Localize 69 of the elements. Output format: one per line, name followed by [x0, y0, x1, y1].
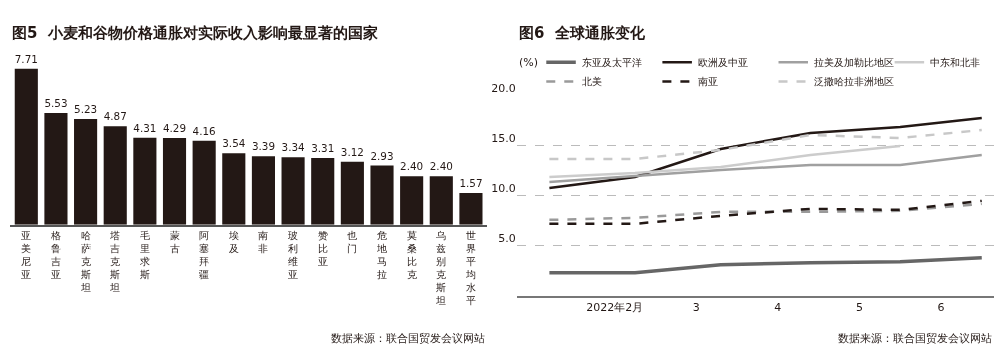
x-tick-label: 3 [692, 300, 700, 314]
x-tick-label: 亚美尼亚 [21, 229, 32, 280]
chart-title: 图6 全球通胀变化 [519, 24, 646, 42]
legend-label: 南亚 [698, 76, 718, 87]
data-label: 7.71 [14, 53, 38, 66]
y-tick-label: 20.0 [491, 82, 516, 96]
bar [74, 119, 98, 225]
x-tick-label: 哈萨克斯坦 [79, 229, 91, 293]
chart-title: 图5 小麦和谷物价格通胀对实际收入影响最显著的国家 [12, 24, 378, 42]
y-tick-label: 10.0 [491, 182, 516, 196]
x-tick-label: 格鲁吉亚 [49, 229, 61, 280]
data-label: 3.31 [311, 142, 335, 155]
data-label: 1.57 [459, 177, 483, 190]
bar [133, 137, 157, 225]
x-tick-label: 毛里求斯 [139, 229, 150, 280]
legend-label: 欧洲及中亚 [698, 57, 748, 68]
legend-label: 东亚及太平洋 [582, 57, 642, 68]
x-tick-label: 塔吉克斯坦 [109, 229, 121, 293]
data-label: 4.29 [162, 122, 187, 135]
y-tick-label: 5.0 [498, 231, 516, 245]
bar [370, 165, 394, 225]
bar [103, 126, 127, 225]
x-tick-label: 莫桑比克 [406, 229, 417, 280]
x-tick-label: 阿塞拜疆 [199, 229, 210, 280]
bar [311, 157, 335, 225]
legend-label: 中东和北非 [930, 57, 980, 68]
x-tick-label: 埃及 [227, 229, 239, 254]
x-tick-label: 南非 [258, 229, 269, 254]
x-tick-label: 危地马拉 [376, 229, 388, 280]
y-axis-title: (%) [519, 56, 539, 69]
data-label: 5.23 [74, 103, 98, 116]
data-label: 3.39 [251, 140, 275, 153]
bar [281, 157, 305, 225]
x-tick-label: 4 [774, 300, 782, 314]
x-tick-label: 6 [937, 300, 945, 314]
data-label: 3.34 [281, 141, 306, 154]
x-tick-label: 也门 [347, 229, 358, 254]
legend-label: 拉美及加勒比地区 [814, 57, 894, 68]
x-tick-label: 赞比亚 [317, 229, 328, 267]
bar [222, 153, 246, 225]
bar [459, 193, 483, 225]
data-label: 2.40 [400, 160, 424, 173]
data-label: 2.40 [429, 160, 453, 173]
data-label: 3.12 [340, 145, 364, 158]
x-tick-label: 乌兹别克斯坦 [435, 229, 447, 306]
bar [44, 112, 68, 225]
bar [162, 138, 187, 225]
legend-label: 北美 [582, 76, 602, 87]
data-label: 2.93 [370, 149, 394, 162]
source-note: 数据来源：联合国贸发会议网站 [331, 332, 485, 345]
x-tick-label: 2022年2月 [586, 300, 644, 314]
bar [192, 140, 216, 225]
data-label: 4.87 [103, 110, 127, 123]
data-label: 5.53 [44, 97, 68, 110]
data-label: 4.31 [133, 121, 157, 134]
y-tick-label: 15.0 [491, 132, 516, 146]
data-label: 4.16 [192, 124, 216, 137]
data-label: 3.54 [222, 137, 246, 150]
legend-label: 泛撒哈拉非洲地区 [814, 76, 894, 87]
bar [429, 176, 453, 225]
bar [251, 156, 275, 225]
bar [340, 161, 364, 225]
source-note: 数据来源：联合国贸发会议网站 [838, 332, 992, 345]
x-tick-label: 5 [855, 300, 863, 314]
x-tick-label: 玻利维亚 [288, 229, 299, 280]
bar [400, 176, 424, 225]
x-tick-label: 蒙古 [169, 229, 180, 254]
bar [14, 68, 38, 225]
x-tick-label: 世界平均水平 [464, 229, 476, 306]
